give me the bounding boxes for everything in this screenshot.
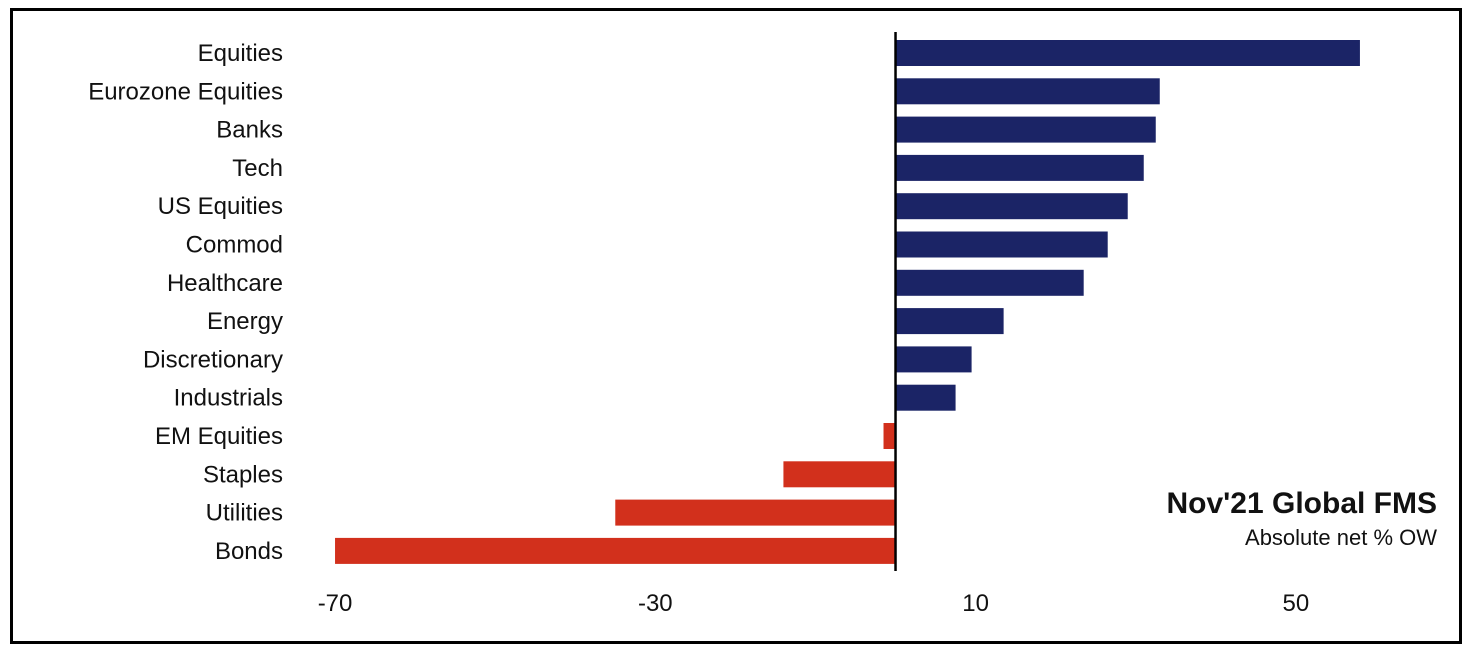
category-label: Eurozone Equities xyxy=(88,78,283,105)
bar-eurozone-equities xyxy=(895,78,1160,105)
bar-tech xyxy=(895,154,1144,181)
bar-utilities xyxy=(615,499,896,526)
category-label: Energy xyxy=(207,308,283,335)
category-label: EM Equities xyxy=(155,423,283,450)
category-label: Banks xyxy=(216,117,283,144)
x-tick-label: -70 xyxy=(318,590,353,617)
bar-discretionary xyxy=(895,346,972,373)
bar-healthcare xyxy=(895,269,1084,296)
category-label: Bonds xyxy=(215,538,283,565)
category-label: Commod xyxy=(186,232,283,259)
bar-energy xyxy=(895,308,1004,335)
category-label: Equities xyxy=(198,40,283,67)
x-tick-label: 50 xyxy=(1283,590,1310,617)
category-label: Utilities xyxy=(206,500,283,527)
category-label: Tech xyxy=(232,155,283,182)
chart-title: Nov'21 Global FMS xyxy=(1166,487,1437,520)
bar-bonds xyxy=(335,537,896,564)
bar-us-equities xyxy=(895,193,1128,220)
chart-subtitle: Absolute net % OW xyxy=(1245,525,1437,550)
bar-industrials xyxy=(895,384,956,411)
category-label: US Equities xyxy=(158,193,283,220)
bar-em-equities xyxy=(883,423,896,449)
bar-commod xyxy=(895,231,1108,258)
category-label: Discretionary xyxy=(143,346,283,373)
bar-banks xyxy=(895,116,1156,143)
category-label: Industrials xyxy=(174,385,283,412)
bars-layer xyxy=(335,40,1360,564)
category-label: Healthcare xyxy=(167,270,283,297)
category-label: Staples xyxy=(203,461,283,488)
x-tick-labels: -70 -30 10 50 xyxy=(318,590,1310,617)
bar-staples xyxy=(783,461,896,488)
category-labels: Equities Eurozone Equities Banks Tech US Equ… xyxy=(88,40,283,565)
x-tick-label: -30 xyxy=(638,590,673,617)
x-tick-label: 10 xyxy=(962,590,989,617)
bar-equities xyxy=(895,40,1360,66)
